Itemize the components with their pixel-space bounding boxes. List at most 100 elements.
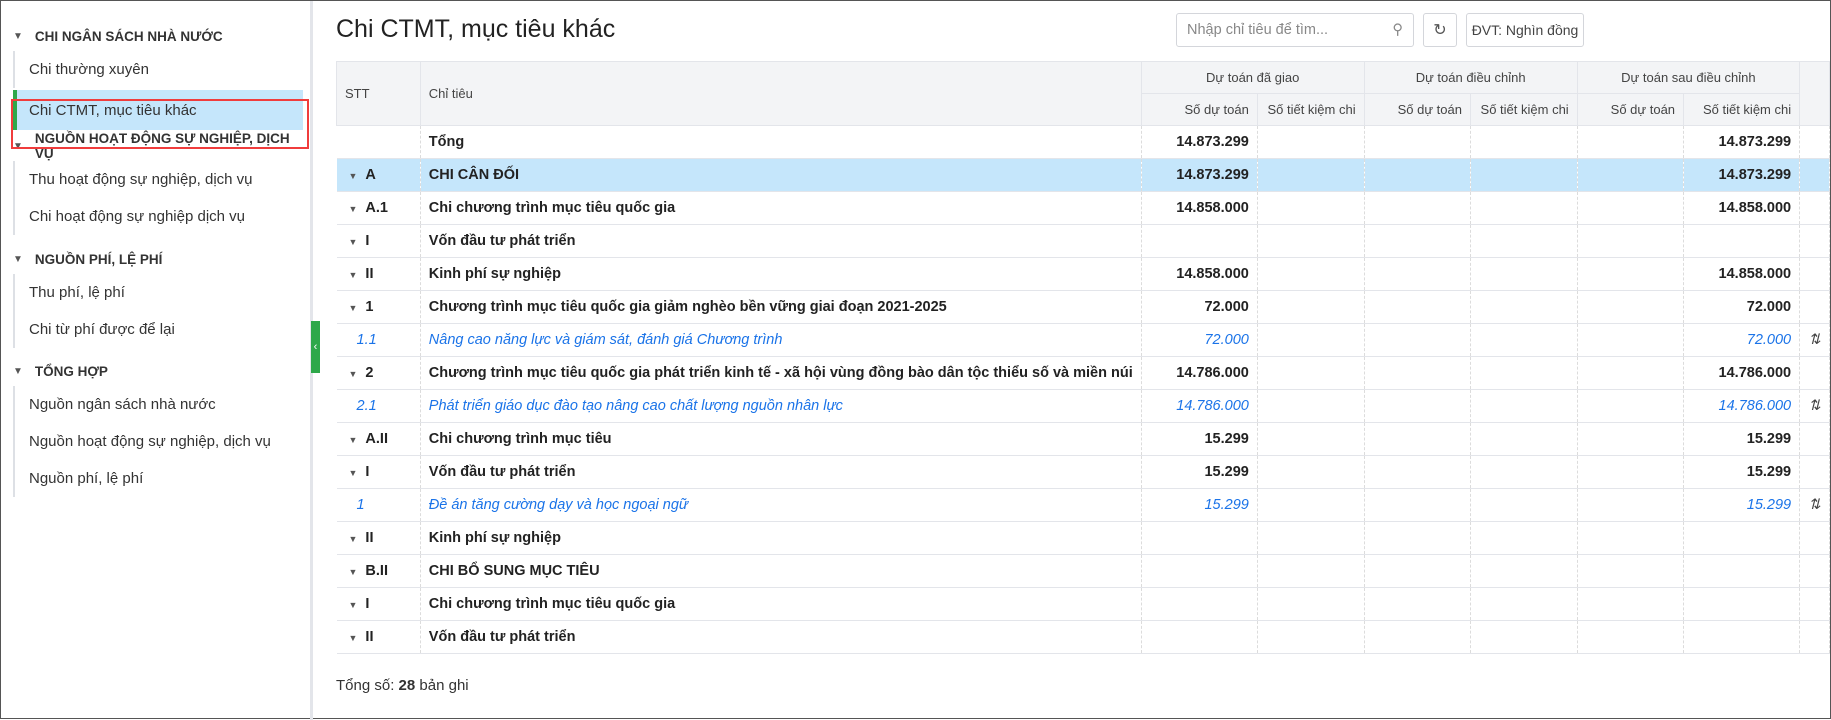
table-row[interactable]: ▼ II Vốn đầu tư phát triển xyxy=(336,620,1830,654)
cell-chi-tieu: Kinh phí sự nghiệp xyxy=(420,521,1142,555)
cell-value: 14.873.299 xyxy=(1141,125,1258,159)
cell-value xyxy=(1257,521,1365,555)
refresh-button[interactable]: ↻ xyxy=(1423,13,1457,47)
chevron-left-icon: ‹ xyxy=(313,341,318,353)
table-row[interactable]: Tổng 14.873.299 14.873.299 xyxy=(336,125,1830,159)
cell-chi-tieu: Vốn đầu tư phát triển xyxy=(420,455,1142,489)
sidebar-item[interactable]: Nguồn phí, lệ phí xyxy=(13,460,303,497)
sort-arrows-icon[interactable]: ⇅ xyxy=(1808,332,1821,348)
sidebar-group-label: NGUỒN PHÍ, LỆ PHÍ xyxy=(34,251,163,267)
cell-action xyxy=(1799,422,1830,456)
search-placeholder: Nhập chỉ tiêu để tìm... xyxy=(1187,22,1329,38)
cell-action[interactable]: ⇅ xyxy=(1799,323,1830,357)
col-sub: Số tiết kiệm chi xyxy=(1469,93,1578,126)
sort-arrows-icon[interactable]: ⇅ xyxy=(1808,497,1821,513)
table-row[interactable]: ▼ A CHI CÂN ĐỐI 14.873.299 14.873.299 xyxy=(336,158,1830,192)
table-row[interactable]: ▼ A.1 Chi chương trình mục tiêu quốc gia 14… xyxy=(336,191,1830,225)
sidebar-item[interactable]: Thu phí, lệ phí xyxy=(13,274,303,311)
cell-value: 15.299 xyxy=(1141,488,1258,522)
cell-value xyxy=(1364,158,1471,192)
cell-value: 14.858.000 xyxy=(1141,257,1258,291)
sidebar-group[interactable]: ▼ NGUỒN HOẠT ĐỘNG SỰ NGHIỆP, DỊCH VỤ xyxy=(13,131,310,161)
expand-caret-icon[interactable]: ▼ xyxy=(348,435,358,445)
cell-value xyxy=(1577,389,1685,423)
expand-caret-icon[interactable]: ▼ xyxy=(348,633,358,643)
sort-arrows-icon[interactable]: ⇅ xyxy=(1808,398,1821,414)
sidebar-item[interactable]: Nguồn hoạt động sự nghiệp, dịch vụ xyxy=(13,423,303,460)
table-row[interactable]: ▼ B.II CHI BỔ SUNG MỤC TIÊU xyxy=(336,554,1830,588)
table-row[interactable]: 2.1 Phát triển giáo dục đào tạo nâng cao … xyxy=(336,389,1830,423)
sidebar-group[interactable]: ▼ CHI NGÂN SÁCH NHÀ NƯỚC xyxy=(13,21,223,51)
col-group: Dự toán sau điều chỉnh xyxy=(1576,61,1801,94)
cell-value xyxy=(1141,587,1258,621)
table-row[interactable]: ▼ II Kinh phí sự nghiệp 14.858.000 14.858.00… xyxy=(336,257,1830,291)
cell-value: 15.299 xyxy=(1683,422,1801,456)
cell-chi-tieu: Chi chương trình mục tiêu quốc gia xyxy=(420,587,1142,621)
expand-caret-icon[interactable]: ▼ xyxy=(348,600,358,610)
table-row[interactable]: ▼ 2 Chương trình mục tiêu quốc gia phát tr… xyxy=(336,356,1830,390)
table-row[interactable]: ▼ I Chi chương trình mục tiêu quốc gia xyxy=(336,587,1830,621)
cell-value xyxy=(1577,554,1685,588)
search-icon[interactable]: ⚲ xyxy=(1392,22,1403,38)
cell-value xyxy=(1257,455,1365,489)
expand-caret-icon[interactable]: ▼ xyxy=(348,237,358,247)
cell-value xyxy=(1364,323,1471,357)
sidebar-group-label: TỔNG HỢP xyxy=(34,363,108,379)
expand-caret-icon[interactable]: ▼ xyxy=(348,270,358,280)
cell-value xyxy=(1577,620,1685,654)
expand-caret-icon[interactable]: ▼ xyxy=(348,567,358,577)
cell-stt: ▼ 2 xyxy=(336,356,421,390)
sidebar-item[interactable]: Thu hoạt động sự nghiệp, dịch vụ xyxy=(13,161,303,198)
cell-action xyxy=(1799,620,1830,654)
cell-value xyxy=(1257,554,1365,588)
cell-stt: ▼ II xyxy=(336,521,421,555)
table-row[interactable]: ▼ 1 Chương trình mục tiêu quốc gia giảm ng… xyxy=(336,290,1830,324)
cell-chi-tieu: Vốn đầu tư phát triển xyxy=(420,224,1142,258)
expand-caret-icon[interactable]: ▼ xyxy=(348,534,358,544)
cell-value xyxy=(1577,290,1685,324)
col-group: Dự toán đã giao xyxy=(1140,61,1365,94)
cell-value xyxy=(1257,389,1365,423)
cell-action[interactable]: ⇅ xyxy=(1799,488,1830,522)
cell-action xyxy=(1799,158,1830,192)
table-row[interactable]: ▼ II Kinh phí sự nghiệp xyxy=(336,521,1830,555)
cell-action xyxy=(1799,125,1830,159)
expand-caret-icon[interactable]: ▼ xyxy=(348,303,358,313)
table-row[interactable]: ▼ I Vốn đầu tư phát triển xyxy=(336,224,1830,258)
sidebar-group[interactable]: ▼ TỔNG HỢP xyxy=(13,356,108,386)
cell-value xyxy=(1257,191,1365,225)
cell-stt: 1.1 xyxy=(336,323,421,357)
cell-value xyxy=(1257,158,1365,192)
table-row[interactable]: 1.1 Nâng cao năng lực và giám sát, đánh g… xyxy=(336,323,1830,357)
expand-caret-icon[interactable]: ▼ xyxy=(348,369,358,379)
sidebar-item[interactable]: Chi từ phí được để lại xyxy=(13,311,303,348)
unit-button[interactable]: ĐVT: Nghìn đồng xyxy=(1466,13,1584,47)
table-row[interactable]: ▼ A.II Chi chương trình mục tiêu 15.299 15.2… xyxy=(336,422,1830,456)
cell-chi-tieu: Chi chương trình mục tiêu xyxy=(420,422,1142,456)
expand-caret-icon[interactable]: ▼ xyxy=(348,171,358,181)
sidebar-item[interactable]: Chi thường xuyên xyxy=(13,51,303,88)
caret-down-icon: ▼ xyxy=(13,365,23,377)
col-chi-tieu: Chỉ tiêu xyxy=(419,61,1142,126)
cell-value: 14.858.000 xyxy=(1683,257,1801,291)
cell-value: 14.873.299 xyxy=(1683,125,1801,159)
cell-value: 72.000 xyxy=(1141,323,1258,357)
table-row[interactable]: 1 Đề án tăng cường dạy và học ngoại ngữ 15… xyxy=(336,488,1830,522)
search-input[interactable]: Nhập chỉ tiêu để tìm... ⚲ xyxy=(1176,13,1414,47)
expand-caret-icon[interactable]: ▼ xyxy=(348,204,358,214)
collapse-sidebar-handle[interactable]: ‹ xyxy=(311,321,320,373)
cell-value: 14.858.000 xyxy=(1683,191,1801,225)
cell-value xyxy=(1577,422,1685,456)
cell-value xyxy=(1470,224,1578,258)
cell-value xyxy=(1364,422,1471,456)
table-row[interactable]: ▼ I Vốn đầu tư phát triển 15.299 15.299 xyxy=(336,455,1830,489)
expand-caret-icon[interactable]: ▼ xyxy=(348,468,358,478)
cell-action[interactable]: ⇅ xyxy=(1799,389,1830,423)
sidebar-item[interactable]: Chi CTMT, mục tiêu khác xyxy=(13,90,303,130)
cell-value xyxy=(1577,125,1685,159)
sidebar-item[interactable]: Chi hoạt động sự nghiệp dịch vụ xyxy=(13,198,303,235)
refresh-icon: ↻ xyxy=(1433,22,1447,39)
sidebar-item[interactable]: Nguồn ngân sách nhà nước xyxy=(13,386,303,423)
cell-value: 14.786.000 xyxy=(1683,356,1801,390)
sidebar-group[interactable]: ▼ NGUỒN PHÍ, LỆ PHÍ xyxy=(13,244,162,274)
